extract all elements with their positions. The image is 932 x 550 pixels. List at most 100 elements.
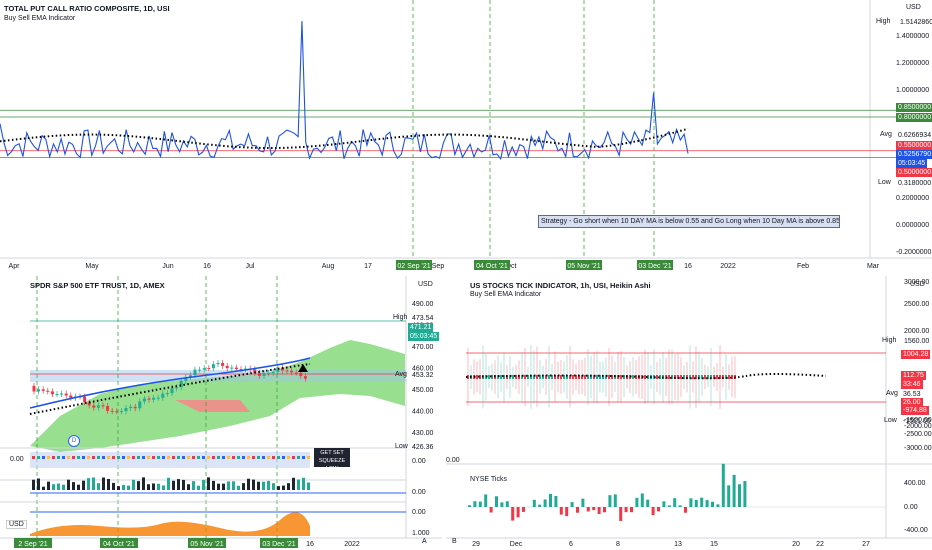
put-call-pane: 1.40000001.20000001.00000000.80000000.60… xyxy=(0,0,932,270)
tick-candle xyxy=(497,375,499,379)
momentum-bar xyxy=(42,486,45,490)
squeeze-dot xyxy=(242,456,245,459)
nyse-bar xyxy=(570,502,574,507)
momentum-bar xyxy=(37,478,40,490)
momentum-bar xyxy=(277,486,280,490)
spy-candle xyxy=(207,368,211,370)
tick-candle xyxy=(602,375,604,379)
tick-candle xyxy=(527,375,529,379)
spy-y-tick: 440.00 xyxy=(412,409,434,416)
x-tag-bg xyxy=(396,260,432,270)
nyse-bar xyxy=(522,507,525,512)
volume-area xyxy=(30,512,310,536)
nyse-y-tick: -400.00 xyxy=(904,527,928,534)
tick-avg-label: Avg xyxy=(886,390,898,397)
tick-candle xyxy=(557,375,559,379)
squeeze-dot xyxy=(297,456,300,459)
low-label: Low xyxy=(878,179,891,186)
tick-level-top: 1004.28 xyxy=(901,350,931,359)
spy-signal-triangle xyxy=(298,364,308,372)
squeeze-dot xyxy=(292,456,295,459)
nyse-bar xyxy=(689,498,693,507)
x-tick-label: Jul xyxy=(246,263,255,270)
spy-candle xyxy=(55,394,59,396)
tick-candle xyxy=(548,375,550,379)
x-tick-label: 16 xyxy=(684,263,692,270)
tick-candle xyxy=(488,375,490,379)
tick-level-bottom: -974.88 xyxy=(901,406,929,415)
tick-candle xyxy=(518,375,520,379)
tick-candle xyxy=(581,375,583,379)
usd-badge[interactable]: USD xyxy=(6,520,27,529)
spy-candle xyxy=(211,364,215,369)
tick-candle xyxy=(542,375,544,379)
tick-candle xyxy=(665,375,667,379)
nyse-bar xyxy=(651,507,655,516)
momentum-bar xyxy=(82,480,85,490)
squeeze-dot xyxy=(232,456,235,459)
tick-y-tick: 3000.00 xyxy=(904,279,929,286)
squeeze-dot xyxy=(157,456,160,459)
squeeze-dot xyxy=(247,456,250,459)
spy-ma-blue xyxy=(29,357,311,409)
nyse-bar xyxy=(532,499,536,507)
b-label[interactable]: B xyxy=(452,538,457,545)
nyse-bar xyxy=(624,507,628,513)
spy-x-tag: 2 Sep '21 xyxy=(18,541,47,548)
spy-candle xyxy=(202,368,206,370)
tick-candle xyxy=(713,375,715,379)
nyse-bar xyxy=(495,496,498,507)
dividend-marker[interactable]: D xyxy=(68,435,80,447)
nyse-bar xyxy=(554,495,558,507)
tick-candle xyxy=(596,375,598,379)
spy-high-label: High xyxy=(393,314,408,321)
nyse-bar xyxy=(592,507,596,511)
tick-candle xyxy=(521,375,523,379)
spy-candle xyxy=(179,380,183,388)
tick-y-tick: -2000.00 xyxy=(904,423,932,430)
tick-chart: 3000.002500.002000.001500.00-1500.00-200… xyxy=(446,276,932,548)
a-label[interactable]: A xyxy=(422,538,427,545)
tick-candle xyxy=(671,375,673,379)
squeeze-dot xyxy=(182,456,185,459)
tick-candle xyxy=(563,375,565,379)
tick-pane: 3000.002500.002000.001500.00-1500.00-200… xyxy=(422,276,932,550)
spy-x-tag: 04 Oct '21 xyxy=(103,541,135,548)
tick-x-tick: 13 xyxy=(674,541,682,548)
momentum-bar xyxy=(217,483,220,490)
tick-countdown: 33:46 xyxy=(901,380,923,389)
tick-candle xyxy=(653,375,655,379)
squeeze-dot xyxy=(47,456,50,459)
spy-x-tick: 16 xyxy=(306,541,314,548)
squeeze-dot xyxy=(262,456,265,459)
tick-candle xyxy=(539,375,541,379)
spy-candle xyxy=(285,370,289,372)
tick-candle xyxy=(695,375,697,379)
high-label: High xyxy=(876,18,891,25)
squeeze-dot xyxy=(37,456,40,459)
momentum-bar xyxy=(57,483,60,490)
tick-candle xyxy=(623,375,625,379)
momentum-bar xyxy=(117,486,120,490)
squeeze-dot xyxy=(87,456,90,459)
tick-x-tick: 8 xyxy=(616,541,620,548)
nyse-bar xyxy=(603,507,606,513)
nyse-bar xyxy=(489,507,493,513)
tick-last: 112.75 xyxy=(901,371,926,380)
spy-pane: 490.00480.00470.00460.00450.00440.00430.… xyxy=(0,276,442,550)
x-tick-label: Feb xyxy=(797,263,809,270)
spy-x-tag-bg xyxy=(188,538,226,548)
momentum-bar xyxy=(287,483,290,490)
squeeze-dot xyxy=(97,456,100,459)
avg-value: 0.6266934 xyxy=(898,132,932,139)
y-tick-label: 0.2000000 xyxy=(896,195,929,202)
spy-chart: 490.00480.00470.00460.00450.00440.00430.… xyxy=(0,276,442,548)
spy-candle xyxy=(138,401,142,409)
squeeze-dot xyxy=(192,456,195,459)
spy-candle xyxy=(193,369,197,376)
tick-candle xyxy=(560,375,562,379)
tick-candle xyxy=(485,375,487,379)
spy-candle xyxy=(280,367,284,371)
nyse-bar xyxy=(586,507,590,512)
squeeze-dot xyxy=(162,456,165,459)
